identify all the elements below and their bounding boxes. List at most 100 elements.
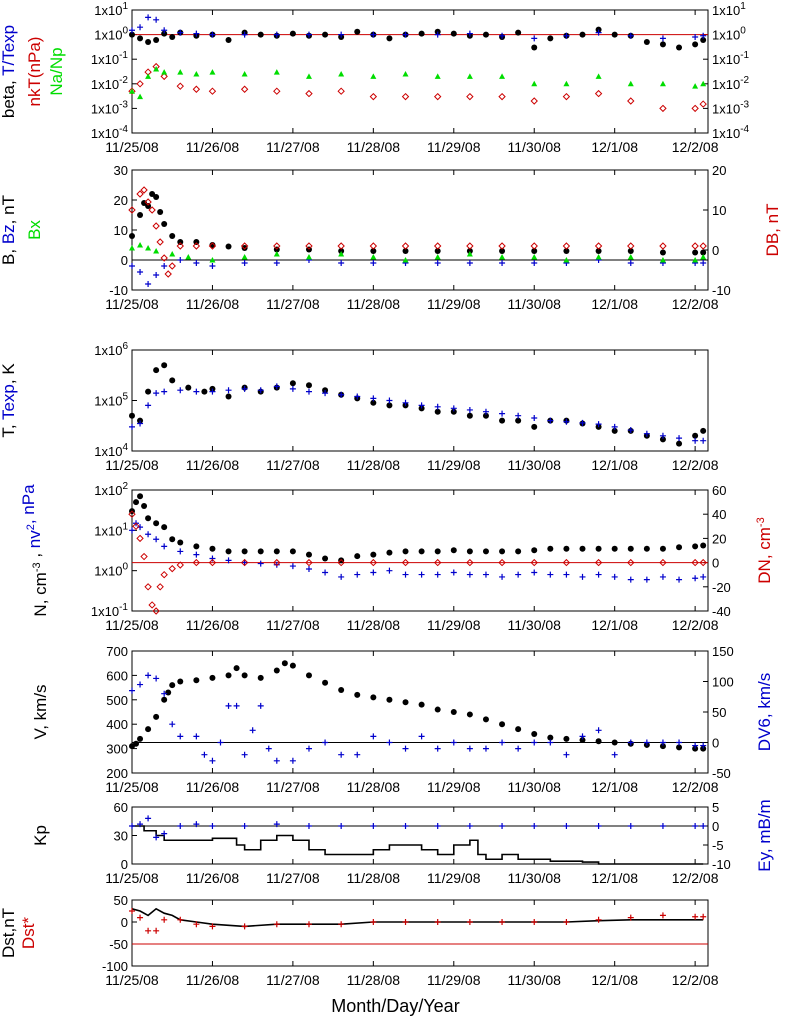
data-point	[176, 242, 184, 250]
data-point	[241, 548, 248, 555]
x-tick-label: 12/1/08	[591, 617, 638, 633]
data-point	[594, 242, 603, 250]
data-point	[145, 672, 152, 679]
data-point	[579, 733, 586, 740]
x-tick-label: 11/30/08	[508, 779, 562, 795]
y-axis-label: nkT(nPa)	[25, 37, 44, 107]
data-point	[402, 257, 409, 263]
data-point	[273, 260, 280, 266]
data-point	[225, 548, 232, 555]
data-point	[547, 739, 554, 746]
data-point	[627, 260, 634, 266]
data-point	[531, 823, 538, 829]
data-point	[273, 821, 280, 828]
data-point	[700, 254, 707, 260]
data-point	[692, 543, 699, 550]
data-point	[257, 560, 264, 567]
data-point	[192, 85, 201, 93]
data-point	[137, 735, 144, 742]
data-point	[531, 248, 538, 254]
data-point	[370, 248, 377, 254]
data-point	[700, 742, 707, 749]
data-point	[659, 558, 667, 567]
data-point	[659, 242, 667, 250]
data-point	[241, 385, 248, 392]
data-point	[241, 245, 248, 251]
data-point	[177, 69, 184, 75]
data-point	[466, 548, 473, 555]
data-point	[434, 248, 441, 254]
data-point	[354, 553, 361, 560]
x-tick-label: 11/29/08	[427, 457, 481, 473]
data-point	[531, 569, 538, 576]
data-point	[141, 503, 148, 510]
data-point	[370, 823, 377, 829]
data-point	[531, 254, 538, 260]
data-point	[153, 390, 160, 397]
data-point	[627, 914, 634, 921]
x-tick-label: 11/26/08	[186, 139, 240, 155]
data-point	[157, 209, 164, 215]
data-point	[659, 823, 666, 829]
data-point	[136, 190, 144, 198]
data-point	[160, 570, 168, 579]
data-point	[659, 912, 666, 919]
data-point	[499, 721, 506, 728]
x-tick-label: 12/2/08	[672, 139, 719, 155]
y-tick-label: -50	[109, 937, 128, 952]
data-point	[562, 242, 571, 250]
data-point	[370, 73, 377, 79]
data-point	[209, 263, 216, 269]
x-tick-label: 11/25/08	[105, 296, 159, 312]
data-point	[402, 31, 409, 38]
data-point	[418, 548, 425, 555]
data-point	[499, 254, 506, 260]
data-point	[499, 573, 506, 580]
data-point	[153, 37, 160, 44]
x-tick-label: 11/27/08	[266, 139, 320, 155]
data-point	[129, 423, 135, 430]
y-tick-label: 1x102	[94, 481, 128, 498]
data-point	[547, 35, 554, 42]
data-point	[370, 733, 377, 740]
data-point	[193, 239, 200, 245]
x-tick-label: 11/27/08	[266, 870, 320, 886]
data-point	[402, 71, 409, 77]
data-point	[153, 834, 160, 841]
data-point	[257, 674, 264, 681]
data-point	[208, 242, 217, 250]
data-point	[338, 921, 345, 928]
series-ey	[129, 815, 707, 841]
data-point	[659, 436, 666, 443]
data-point	[466, 745, 473, 752]
data-point	[466, 251, 473, 257]
data-point	[161, 690, 168, 697]
data-point	[627, 80, 634, 87]
data-point	[209, 923, 216, 930]
data-point	[692, 913, 699, 920]
x-tick-label: 11/27/08	[266, 457, 320, 473]
data-point	[515, 726, 522, 733]
data-point	[145, 388, 152, 395]
data-point	[168, 564, 176, 573]
data-point	[161, 263, 168, 269]
data-point	[627, 242, 635, 250]
data-point	[370, 31, 377, 38]
data-point	[466, 823, 473, 829]
data-point	[370, 919, 377, 925]
data-point	[201, 751, 208, 758]
data-point	[225, 672, 232, 679]
y2-axis-label: DB, nT	[763, 204, 782, 257]
data-point	[193, 543, 200, 550]
data-point	[177, 916, 184, 923]
data-point	[676, 440, 683, 447]
series-nv2	[129, 520, 707, 583]
data-point	[144, 583, 152, 591]
y-tick-label: 0	[121, 253, 128, 268]
data-point	[595, 26, 602, 33]
data-point	[129, 908, 135, 914]
data-point	[386, 35, 393, 42]
plot-frame	[131, 169, 709, 291]
data-point	[148, 601, 156, 609]
